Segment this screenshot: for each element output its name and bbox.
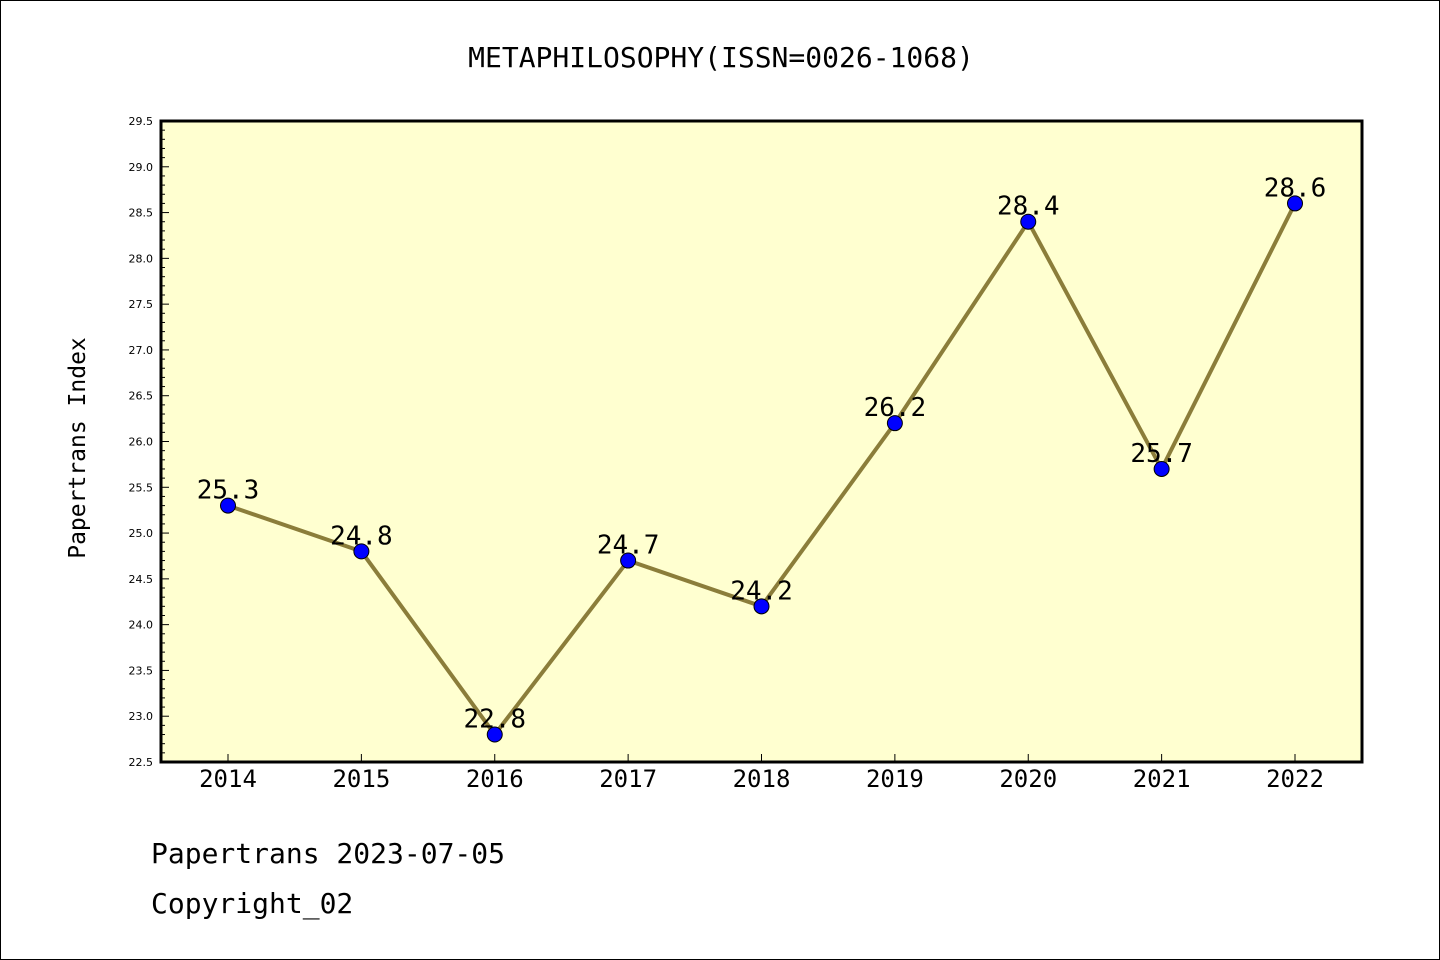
- data-point: [486, 726, 503, 743]
- data-labels: 25.3 24.8 22.8 24.7 24.2 26.2 28.4 25.7 28.6: [197, 173, 1327, 734]
- y-tick-label: 24.0: [129, 619, 154, 632]
- series-group: [220, 195, 1303, 743]
- x-tick-label: 2014: [199, 765, 257, 793]
- data-label: 22.8: [463, 705, 526, 735]
- x-tick-label: 2022: [1266, 765, 1324, 793]
- footer-date: Papertrans 2023-07-05: [151, 837, 506, 870]
- data-label: 28.6: [1264, 173, 1327, 203]
- data-label: 24.7: [597, 531, 660, 561]
- data-label: 26.2: [864, 393, 927, 423]
- y-tick-label: 25.0: [129, 527, 154, 540]
- x-tick-label: 2021: [1133, 765, 1191, 793]
- y-tick-label: 23.5: [129, 664, 154, 677]
- x-tick-label: 2018: [733, 765, 791, 793]
- data-point: [353, 543, 370, 560]
- y-tick-label: 29.0: [129, 161, 154, 174]
- y-tick-label: 23.0: [129, 710, 154, 723]
- x-tick-label: 2020: [999, 765, 1057, 793]
- x-tick-label: 2015: [332, 765, 390, 793]
- y-tick-label: 24.5: [129, 573, 154, 586]
- y-tick-label: 29.5: [129, 115, 154, 128]
- x-axis: 2014 2015 2016 2017 2018 2019 2020 2021 2022: [199, 754, 1324, 793]
- data-point: [886, 415, 903, 432]
- y-tick-label: 25.5: [129, 481, 154, 494]
- data-point: [1153, 460, 1170, 477]
- data-point: [620, 552, 637, 569]
- x-tick-label: 2019: [866, 765, 924, 793]
- footer-copyright: Copyright_02: [151, 887, 354, 920]
- y-tick-label: 22.5: [129, 756, 154, 769]
- y-tick-label: 26.5: [129, 390, 154, 403]
- data-point: [1287, 195, 1303, 212]
- data-label: 28.4: [997, 192, 1060, 222]
- y-tick-label: 27.0: [129, 344, 154, 357]
- data-point: [753, 598, 770, 615]
- y-tick-label: 28.5: [129, 207, 154, 220]
- x-tick-label: 2017: [599, 765, 657, 793]
- x-tick-label: 2016: [466, 765, 524, 793]
- data-label: 24.2: [730, 576, 793, 606]
- data-point: [220, 497, 236, 514]
- y-axis: 22.5 23.0 23.5 24.0 24.5 25.0 25.5 26.0 26.5 27.0…: [129, 115, 169, 769]
- y-tick-label: 28.0: [129, 252, 154, 265]
- plot-area: [161, 121, 1362, 762]
- data-point: [1020, 213, 1037, 230]
- y-tick-label: 27.5: [129, 298, 154, 311]
- data-label: 24.8: [330, 521, 393, 551]
- y-tick-label: 26.0: [129, 436, 154, 449]
- data-label: 25.7: [1130, 439, 1193, 469]
- y-axis-label: Papertrans Index: [65, 337, 91, 559]
- plot-frame: [159, 119, 1364, 764]
- chart-title: METAPHILOSOPHY(ISSN=0026-1068): [468, 41, 974, 74]
- data-label: 25.3: [197, 476, 260, 506]
